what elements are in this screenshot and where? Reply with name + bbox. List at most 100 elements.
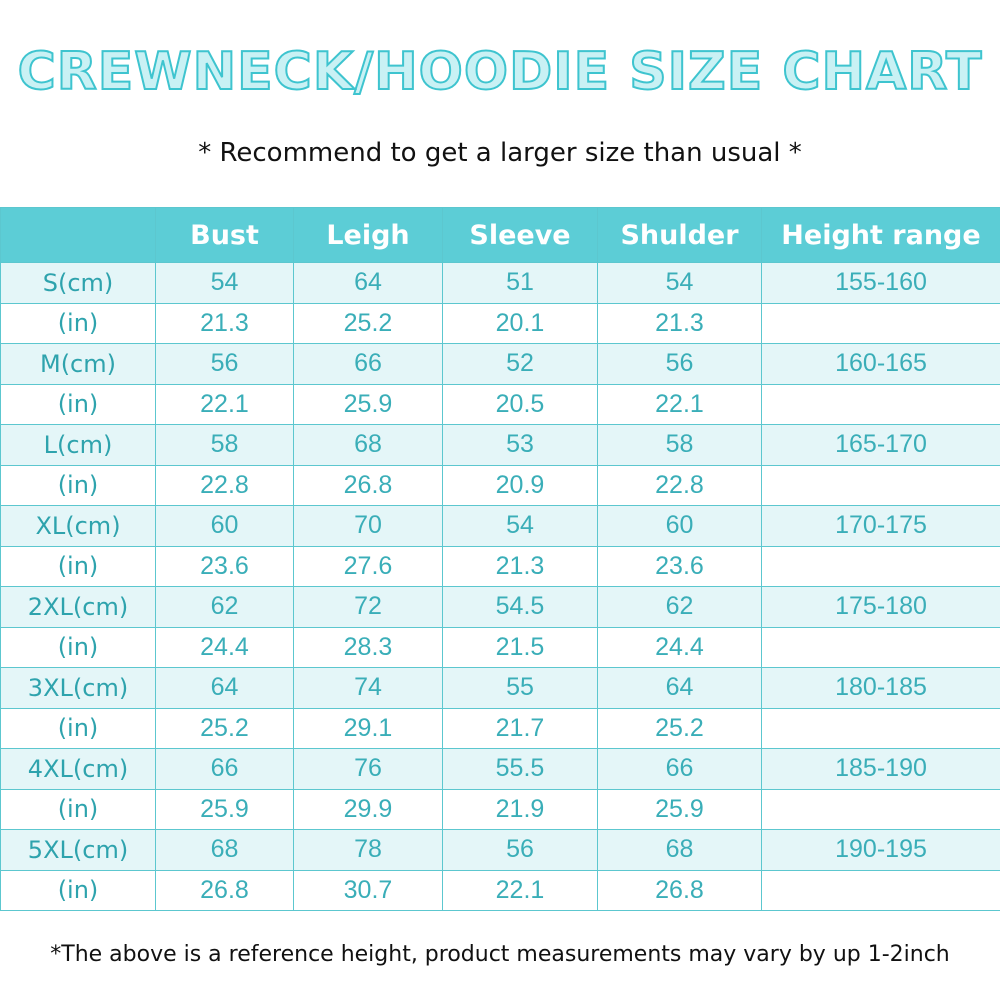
shulder-value: 64 <box>597 667 762 709</box>
size-label: (in) <box>0 302 156 344</box>
header-row: Bust Leigh Sleeve Shulder Height range <box>0 207 1000 263</box>
height-range-value <box>761 302 1000 344</box>
size-label: 3XL(cm) <box>0 667 156 709</box>
sleeve-value: 55.5 <box>442 748 598 790</box>
height-range-value <box>761 707 1000 749</box>
leigh-value: 70 <box>293 505 443 547</box>
size-label: (in) <box>0 788 156 830</box>
size-label: L(cm) <box>0 424 156 466</box>
header-sleeve: Sleeve <box>442 207 598 263</box>
size-label: 2XL(cm) <box>0 586 156 628</box>
footnote: *The above is a reference height, produc… <box>50 942 950 967</box>
leigh-value: 68 <box>293 424 443 466</box>
table-row: (in) 22.8 26.8 20.9 22.8 <box>0 464 1000 506</box>
shulder-value: 26.8 <box>597 869 762 911</box>
shulder-value: 23.6 <box>597 545 762 587</box>
leigh-value: 72 <box>293 586 443 628</box>
height-range-value: 180-185 <box>761 667 1000 709</box>
bust-value: 64 <box>155 667 294 709</box>
bust-value: 21.3 <box>155 302 294 344</box>
table-row: S(cm) 54 64 51 54 155-160 <box>0 262 1000 304</box>
height-range-value <box>761 464 1000 506</box>
leigh-value: 30.7 <box>293 869 443 911</box>
recommendation-note: * Recommend to get a larger size than us… <box>198 138 802 168</box>
chart-title: CREWNECK/HOODIE SIZE CHART <box>17 41 983 103</box>
leigh-value: 78 <box>293 829 443 871</box>
size-label: (in) <box>0 464 156 506</box>
table-row: (in) 23.6 27.6 21.3 23.6 <box>0 545 1000 587</box>
height-range-value: 185-190 <box>761 748 1000 790</box>
height-range-value: 160-165 <box>761 343 1000 385</box>
leigh-value: 64 <box>293 262 443 304</box>
shulder-value: 60 <box>597 505 762 547</box>
height-range-value <box>761 788 1000 830</box>
bust-value: 22.8 <box>155 464 294 506</box>
shulder-value: 21.3 <box>597 302 762 344</box>
leigh-value: 29.9 <box>293 788 443 830</box>
height-range-value: 170-175 <box>761 505 1000 547</box>
shulder-value: 62 <box>597 586 762 628</box>
shulder-value: 22.1 <box>597 383 762 425</box>
bust-value: 25.9 <box>155 788 294 830</box>
header-height-range: Height range <box>761 207 1000 263</box>
table-row: M(cm) 56 66 52 56 160-165 <box>0 343 1000 385</box>
height-range-value: 165-170 <box>761 424 1000 466</box>
size-label: 4XL(cm) <box>0 748 156 790</box>
header-bust: Bust <box>155 207 294 263</box>
size-label: (in) <box>0 383 156 425</box>
table-row: 3XL(cm) 64 74 55 64 180-185 <box>0 667 1000 709</box>
shulder-value: 22.8 <box>597 464 762 506</box>
height-range-value: 190-195 <box>761 829 1000 871</box>
leigh-value: 25.9 <box>293 383 443 425</box>
sleeve-value: 55 <box>442 667 598 709</box>
bust-value: 22.1 <box>155 383 294 425</box>
size-label: (in) <box>0 545 156 587</box>
header-corner <box>0 207 156 263</box>
leigh-value: 26.8 <box>293 464 443 506</box>
header-leigh: Leigh <box>293 207 443 263</box>
table-row: (in) 25.2 29.1 21.7 25.2 <box>0 707 1000 749</box>
bust-value: 68 <box>155 829 294 871</box>
bust-value: 56 <box>155 343 294 385</box>
leigh-value: 29.1 <box>293 707 443 749</box>
shulder-value: 66 <box>597 748 762 790</box>
table-row: (in) 21.3 25.2 20.1 21.3 <box>0 302 1000 344</box>
shulder-value: 25.2 <box>597 707 762 749</box>
table-row: (in) 26.8 30.7 22.1 26.8 <box>0 869 1000 911</box>
height-range-value: 155-160 <box>761 262 1000 304</box>
table-body: S(cm) 54 64 51 54 155-160 (in) 21.3 25.2 20.1 21.3… <box>0 262 1000 911</box>
height-range-value <box>761 545 1000 587</box>
shulder-value: 24.4 <box>597 626 762 668</box>
size-label: XL(cm) <box>0 505 156 547</box>
bust-value: 58 <box>155 424 294 466</box>
sleeve-value: 21.9 <box>442 788 598 830</box>
sleeve-value: 20.1 <box>442 302 598 344</box>
bust-value: 26.8 <box>155 869 294 911</box>
shulder-value: 54 <box>597 262 762 304</box>
shulder-value: 25.9 <box>597 788 762 830</box>
size-table: Bust Leigh Sleeve Shulder Height range S… <box>0 207 1000 911</box>
table-row: (in) 25.9 29.9 21.9 25.9 <box>0 788 1000 830</box>
bust-value: 54 <box>155 262 294 304</box>
table-row: L(cm) 58 68 53 58 165-170 <box>0 424 1000 466</box>
sleeve-value: 21.7 <box>442 707 598 749</box>
leigh-value: 25.2 <box>293 302 443 344</box>
shulder-value: 56 <box>597 343 762 385</box>
height-range-value <box>761 626 1000 668</box>
size-label: M(cm) <box>0 343 156 385</box>
header-shulder: Shulder <box>597 207 762 263</box>
leigh-value: 76 <box>293 748 443 790</box>
size-label: (in) <box>0 869 156 911</box>
size-label: 5XL(cm) <box>0 829 156 871</box>
size-label: (in) <box>0 707 156 749</box>
table-row: 4XL(cm) 66 76 55.5 66 185-190 <box>0 748 1000 790</box>
sleeve-value: 56 <box>442 829 598 871</box>
bust-value: 66 <box>155 748 294 790</box>
leigh-value: 28.3 <box>293 626 443 668</box>
table-row: 5XL(cm) 68 78 56 68 190-195 <box>0 829 1000 871</box>
shulder-value: 68 <box>597 829 762 871</box>
sleeve-value: 21.3 <box>442 545 598 587</box>
sleeve-value: 20.5 <box>442 383 598 425</box>
sleeve-value: 54.5 <box>442 586 598 628</box>
leigh-value: 66 <box>293 343 443 385</box>
